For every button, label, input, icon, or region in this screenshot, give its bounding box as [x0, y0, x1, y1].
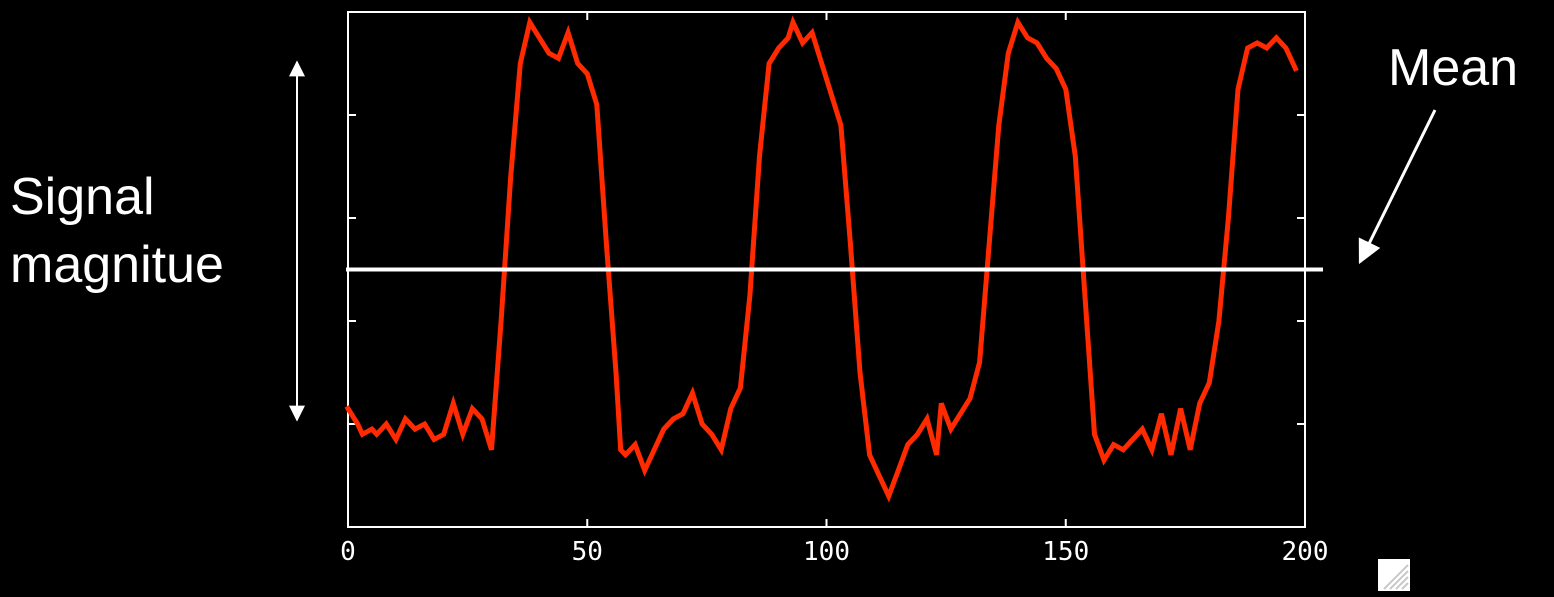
y-axis-label-line2: magnitue [10, 236, 224, 294]
x-tick-label-50: 50 [572, 537, 603, 567]
x-tick-label-150: 150 [1042, 537, 1089, 567]
x-tick-label-0: 0 [340, 537, 356, 567]
x-tick-label-100: 100 [803, 537, 850, 567]
signal-series-line [344, 15, 1299, 503]
resize-grip-icon[interactable] [1378, 559, 1410, 591]
y-axis-label-line1: Signal [10, 168, 155, 226]
mean-pointer-arrow-icon [1358, 109, 1437, 265]
resize-grip-glyph [1378, 559, 1410, 591]
mean-label: Mean [1388, 39, 1519, 97]
x-tick-label-200: 200 [1282, 537, 1329, 567]
